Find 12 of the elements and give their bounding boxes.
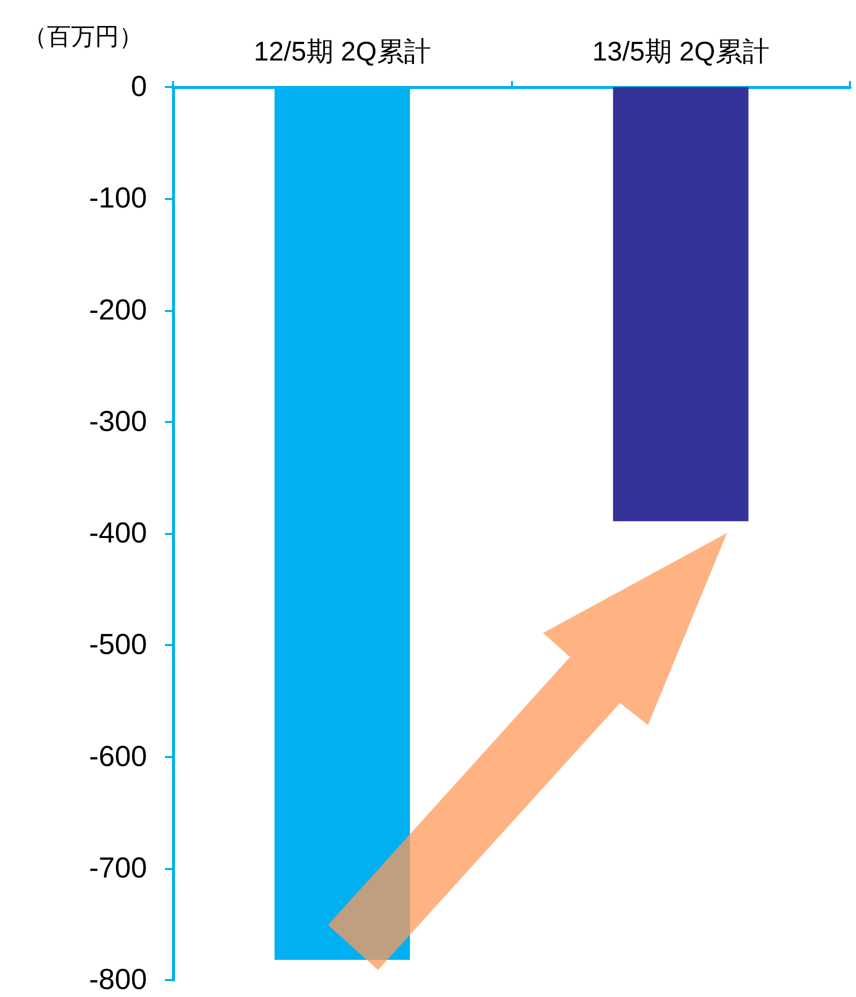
y-tick-label: -500 [88, 629, 147, 662]
y-tick-label: -400 [88, 518, 147, 550]
y-tick-label: -800 [88, 964, 147, 996]
y-tick-label: -600 [88, 740, 147, 773]
x-tick-label: 13/5期 2Q累計 [592, 36, 770, 66]
y-tick-label: -100 [88, 182, 147, 215]
y-tick-label: 0 [130, 71, 147, 103]
y-axis-title: （百万円） [23, 24, 143, 50]
y-tick-label: -300 [88, 406, 147, 438]
y-tick-label: -700 [88, 852, 147, 884]
y-tick-label: -200 [88, 294, 147, 326]
x-tick-label: 12/5期 2Q累計 [254, 36, 431, 66]
